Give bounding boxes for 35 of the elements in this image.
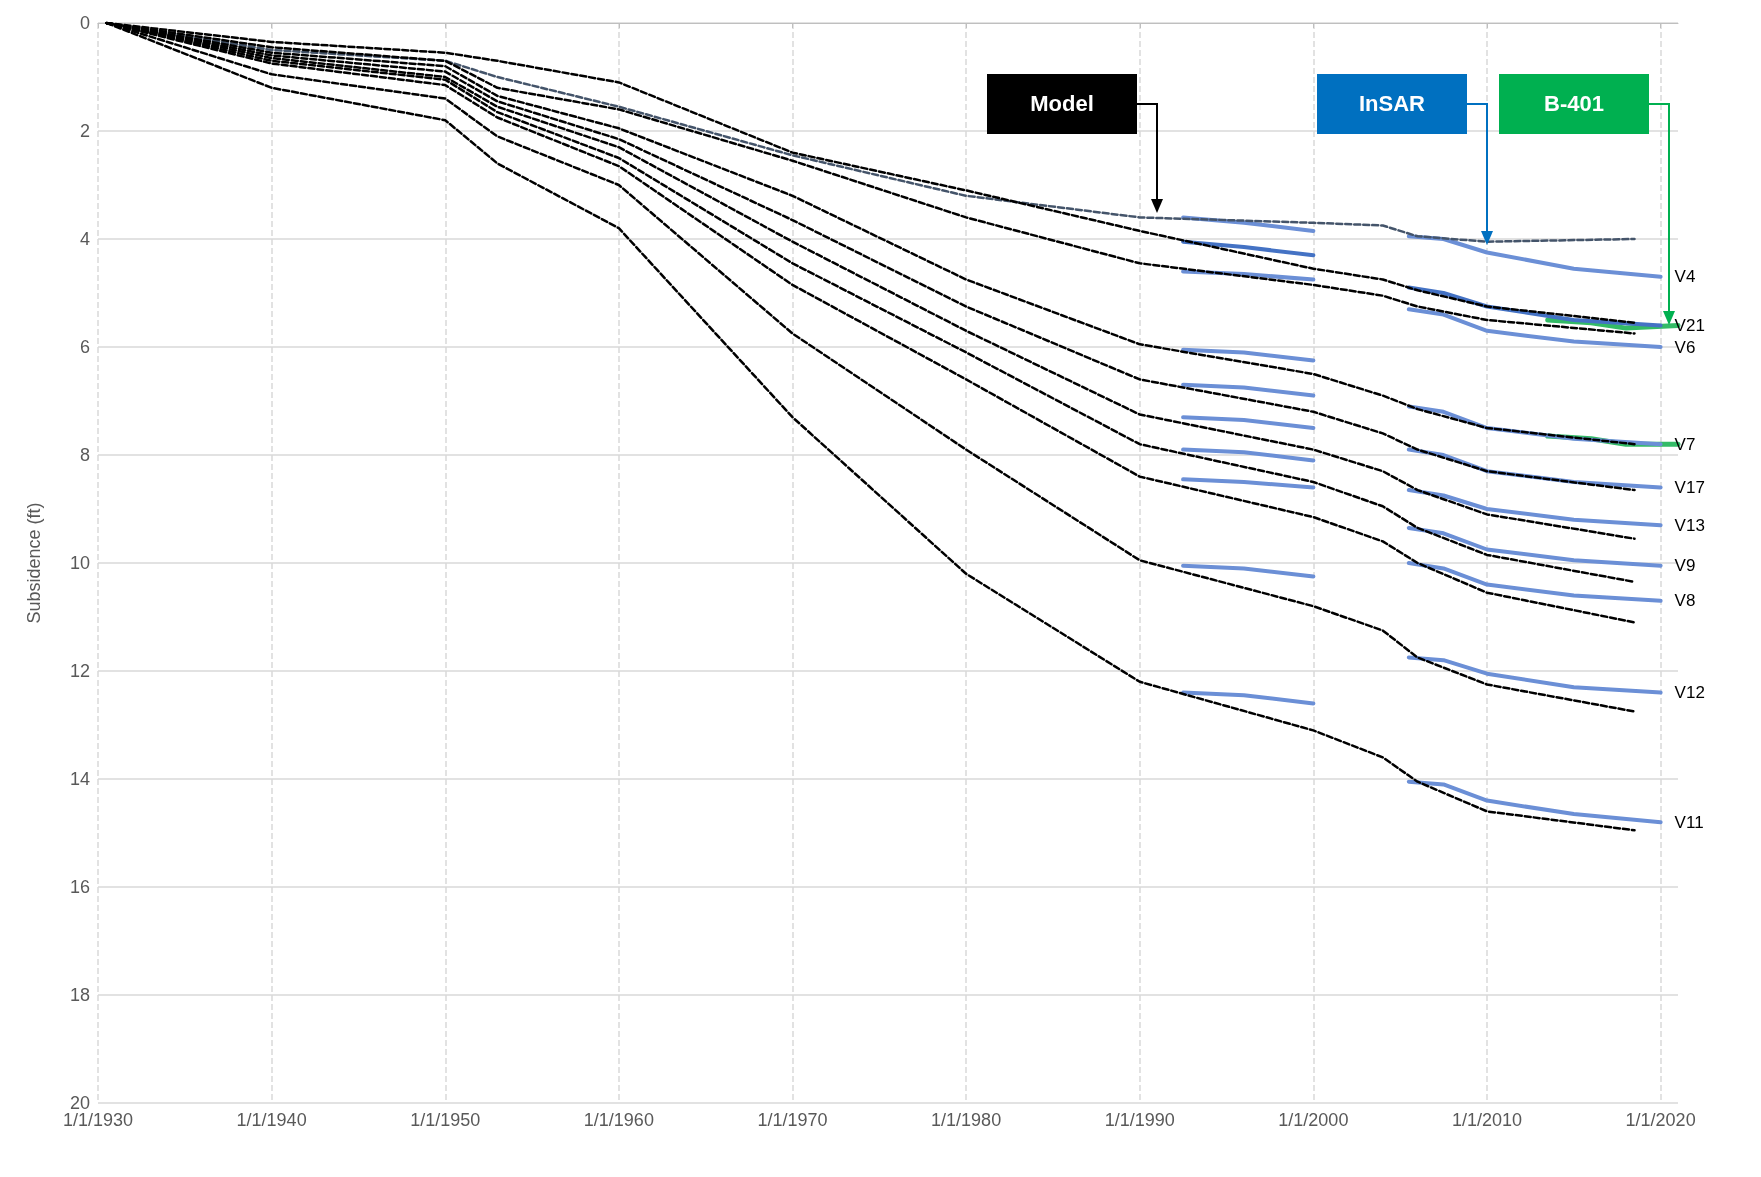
y-tick-label: 6: [79, 337, 90, 357]
y-tick-label: 10: [69, 553, 90, 573]
x-tick-label: 1/1/1950: [410, 1110, 481, 1130]
x-tick-label: 1/1/1980: [931, 1110, 1002, 1130]
x-tick-label: 1/1/1970: [757, 1110, 828, 1130]
label-box: B-401: [1499, 74, 1649, 134]
series-label: V13: [1674, 515, 1705, 535]
x-tick-label: 1/1/2000: [1278, 1110, 1349, 1130]
y-tick-label: 12: [69, 661, 90, 681]
y-tick-label: 16: [69, 877, 90, 897]
x-tick-label: 1/1/1990: [1104, 1110, 1175, 1130]
y-tick-label: 20: [69, 1093, 90, 1113]
series-label: V11: [1674, 812, 1704, 832]
y-tick-label: 2: [79, 121, 90, 141]
label-box: Model: [987, 74, 1137, 134]
label-box: InSAR: [1317, 74, 1467, 134]
x-tick-label: 1/1/2020: [1625, 1110, 1696, 1130]
series-label: V17: [1674, 477, 1705, 497]
series-label: V7: [1674, 434, 1696, 454]
x-tick-label: 1/1/1930: [62, 1110, 134, 1130]
x-tick-label: 1/1/1940: [236, 1110, 307, 1130]
y-tick-label: 18: [69, 985, 90, 1005]
y-axis-title: Subsidence (ft): [24, 502, 44, 624]
series-label: V12: [1674, 683, 1705, 703]
series-label: V4: [1674, 267, 1696, 287]
series-label: V8: [1674, 591, 1696, 611]
x-tick-label: 1/1/1960: [583, 1110, 654, 1130]
series-label: V21: [1674, 315, 1705, 335]
series-label: V9: [1674, 556, 1696, 576]
y-tick-label: 14: [69, 769, 90, 789]
series-label: V6: [1674, 337, 1696, 357]
x-tick-label: 1/1/2010: [1451, 1110, 1523, 1130]
y-tick-label: 8: [79, 445, 90, 465]
y-tick-label: 4: [79, 229, 90, 249]
y-tick-label: 0: [79, 13, 90, 33]
